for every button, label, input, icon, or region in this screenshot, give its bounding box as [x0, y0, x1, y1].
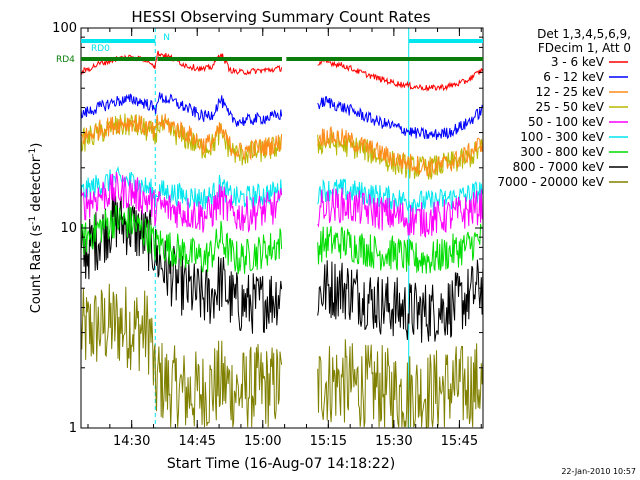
x-tick-label: 14:45	[178, 434, 215, 449]
series-line	[81, 92, 483, 140]
svg-text:Count Rate (s-1 detector-1): Count Rate (s-1 detector-1)	[28, 143, 44, 314]
y-axis-label: Count Rate (s-1 detector-1)	[28, 143, 44, 314]
legend-entry-label: 300 - 800 keV	[520, 145, 604, 159]
legend-entry-label: 100 - 300 keV	[520, 130, 604, 144]
y-tick-label: 1	[69, 421, 77, 436]
series-line	[81, 50, 483, 93]
legend-entry-label: 6 - 12 keV	[543, 70, 605, 84]
x-tick-label: 15:15	[310, 434, 347, 449]
x-tick-label: 15:45	[441, 434, 478, 449]
legend-entry-label: 12 - 25 keV	[536, 85, 605, 99]
flag-label: RD0	[91, 44, 110, 54]
timestamp: 22-Jan-2010 10:57	[561, 467, 636, 476]
series-line	[81, 113, 483, 178]
chart-title: HESSI Observing Summary Count Rates	[131, 8, 430, 26]
y-tick-label: 100	[52, 21, 77, 36]
legend-header: FDecim 1, Att 0	[538, 41, 631, 55]
x-axis-label: Start Time (16-Aug-07 14:18:22)	[167, 456, 395, 472]
series-line	[81, 204, 483, 275]
series-line	[81, 172, 483, 238]
legend-entry-label: 7000 - 20000 keV	[497, 175, 604, 189]
flag-label-n: N	[163, 33, 170, 43]
flag-label: RD4	[56, 55, 75, 65]
x-tick-label: 14:30	[113, 434, 150, 449]
legend-entry-label: 800 - 7000 keV	[513, 160, 605, 174]
legend: Det 1,3,4,5,6,9,FDecim 1, Att 03 - 6 keV…	[497, 27, 631, 189]
x-tick-label: 15:00	[244, 434, 281, 449]
legend-entry-label: 50 - 100 keV	[528, 115, 605, 129]
x-tick-label: 15:30	[375, 434, 412, 449]
legend-entry-label: 3 - 6 keV	[551, 55, 605, 69]
legend-header: Det 1,3,4,5,6,9,	[537, 27, 631, 41]
series-line	[81, 283, 483, 428]
series-line	[81, 192, 483, 343]
legend-entry-label: 25 - 50 keV	[536, 100, 605, 114]
y-tick-label: 10	[60, 221, 77, 236]
